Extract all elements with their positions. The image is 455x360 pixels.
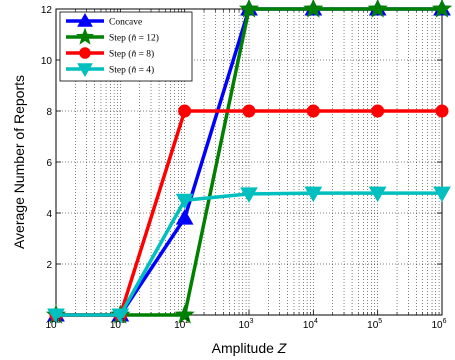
data-point (433, 186, 451, 203)
data-point (242, 104, 256, 118)
y-tick-label: 8 (46, 107, 52, 118)
y-tick-label: 4 (46, 209, 52, 220)
data-point-shape (371, 104, 385, 118)
legend-label: Step (n̂ = 12) (109, 33, 159, 44)
data-point-shape (433, 186, 451, 203)
x-tick-label: 100 (45, 318, 60, 331)
x-tick-label: 104 (303, 318, 318, 331)
data-point-shape (174, 304, 195, 324)
data-point (435, 104, 449, 118)
legend-label: Concave (109, 18, 142, 28)
legend-entry: Step (n̂ = 8) (66, 47, 154, 60)
legend-marker-shape (77, 63, 93, 78)
y-tick-label: 2 (46, 260, 52, 271)
data-point (368, 186, 387, 203)
data-point (47, 308, 65, 325)
x-tick-label: 102 (174, 318, 189, 331)
data-point-shape (175, 209, 194, 225)
legend-marker-shape (77, 12, 93, 27)
legend-label: Step (n̂ = 4) (109, 65, 154, 76)
legend-marker (75, 27, 95, 45)
y-tick-labels: 2 4 6 8 10 12 (41, 5, 53, 271)
x-axis-label: Amplitude Z (212, 340, 287, 356)
series-3 (47, 186, 451, 325)
data-point-shape (240, 187, 258, 203)
data-point-shape (435, 104, 449, 118)
y-tick-label: 10 (41, 56, 53, 67)
series-layer (45, 0, 453, 325)
data-point-shape (111, 308, 130, 325)
legend-marker (79, 47, 91, 59)
y-tick-label: 12 (41, 5, 53, 16)
data-point (175, 193, 194, 210)
legend-entry: Step (n̂ = 12) (66, 27, 159, 45)
data-point (431, 0, 453, 18)
legend: Concave Step (n̂ = 12) Step (n̂ = 8) Step (… (59, 11, 193, 82)
x-tick-label: 101 (110, 318, 125, 331)
data-point-shape (304, 186, 323, 203)
x-tick-label: 106 (431, 318, 446, 331)
data-point (240, 187, 258, 203)
legend-marker-shape (79, 47, 91, 59)
legend-label: Step (n̂ = 8) (109, 49, 154, 60)
data-point-shape (47, 308, 65, 325)
data-point-shape (306, 104, 320, 118)
data-point-shape (242, 104, 256, 118)
data-point-shape (368, 186, 387, 203)
legend-marker (77, 12, 93, 27)
data-point (303, 0, 324, 18)
data-point-shape (238, 0, 260, 18)
data-point (367, 0, 388, 18)
legend-entry: Concave (66, 12, 142, 28)
data-point (304, 186, 323, 203)
x-tick-label: 103 (238, 318, 253, 331)
y-axis-label: Average Number of Reports (11, 75, 27, 249)
data-point-shape (178, 104, 192, 118)
x-tick-labels: 100 101 102 103 104 105 106 (45, 318, 446, 331)
data-point-shape (367, 0, 388, 18)
data-point (306, 104, 320, 118)
data-point-shape (175, 193, 194, 210)
data-point-shape (303, 0, 324, 18)
data-point (111, 308, 130, 325)
legend-marker (77, 63, 93, 78)
data-point (174, 304, 195, 324)
legend-entry: Step (n̂ = 4) (66, 63, 154, 78)
data-point (175, 209, 194, 225)
legend-marker-shape (75, 27, 95, 45)
data-point-shape (431, 0, 453, 18)
x-tick-label: 105 (367, 318, 382, 331)
y-tick-label: 6 (46, 158, 52, 169)
data-point (178, 104, 192, 118)
data-point (238, 0, 260, 18)
series-line (56, 191, 442, 317)
data-point (371, 104, 385, 118)
